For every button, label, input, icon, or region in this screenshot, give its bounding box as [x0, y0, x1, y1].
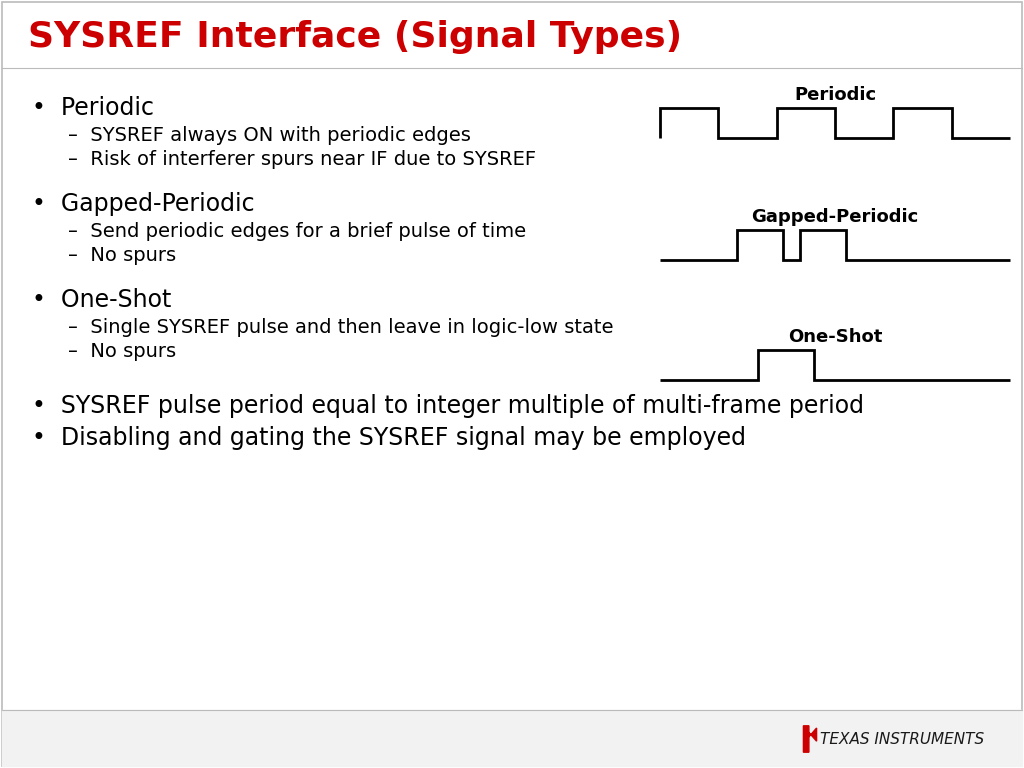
Text: •  Gapped-Periodic: • Gapped-Periodic: [32, 192, 255, 216]
Text: •  Periodic: • Periodic: [32, 96, 154, 120]
Text: SYSREF Interface (Signal Types): SYSREF Interface (Signal Types): [28, 20, 682, 54]
Text: –  SYSREF always ON with periodic edges: – SYSREF always ON with periodic edges: [68, 126, 471, 145]
Text: –  Risk of interferer spurs near IF due to SYSREF: – Risk of interferer spurs near IF due t…: [68, 150, 537, 169]
Text: –  No spurs: – No spurs: [68, 342, 176, 361]
Bar: [2, 710, 1022, 766]
Polygon shape: [804, 726, 816, 752]
Text: •  One-Shot: • One-Shot: [32, 288, 171, 312]
Text: •  SYSREF pulse period equal to integer multiple of multi-frame period: • SYSREF pulse period equal to integer m…: [32, 394, 864, 418]
Text: –  No spurs: – No spurs: [68, 246, 176, 265]
Text: Gapped-Periodic: Gapped-Periodic: [752, 208, 919, 226]
Text: TEXAS INSTRUMENTS: TEXAS INSTRUMENTS: [820, 731, 984, 746]
Text: One-Shot: One-Shot: [787, 328, 883, 346]
Text: •  Disabling and gating the SYSREF signal may be employed: • Disabling and gating the SYSREF signal…: [32, 426, 746, 450]
Text: –  Single SYSREF pulse and then leave in logic-low state: – Single SYSREF pulse and then leave in …: [68, 318, 613, 337]
Text: Periodic: Periodic: [794, 86, 877, 104]
Text: –  Send periodic edges for a brief pulse of time: – Send periodic edges for a brief pulse …: [68, 222, 526, 241]
